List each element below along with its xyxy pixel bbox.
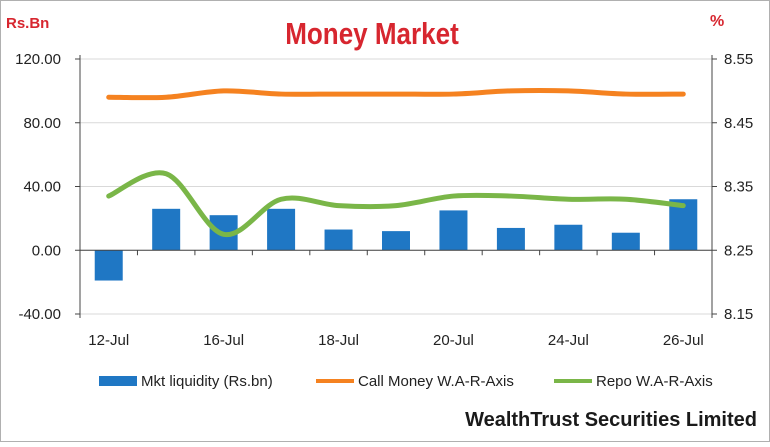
legend-swatch-liquidity xyxy=(99,376,137,386)
bar-mkt-liquidity xyxy=(94,250,123,281)
left-tick-label: 120.00 xyxy=(15,51,61,68)
bar-mkt-liquidity xyxy=(439,210,468,251)
bar-mkt-liquidity xyxy=(152,208,181,251)
gridlines xyxy=(80,58,712,315)
legend-label-liquidity: Mkt liquidity (Rs.bn) xyxy=(141,373,273,390)
right-axis-labels: 8.55 8.45 8.35 8.25 8.15 xyxy=(724,51,753,323)
left-tick-label: 40.00 xyxy=(23,179,61,196)
bar-mkt-liquidity xyxy=(496,227,525,251)
bar-series xyxy=(94,199,698,281)
x-tick-label: 16-Jul xyxy=(203,332,244,349)
x-tick-label: 26-Jul xyxy=(663,332,704,349)
legend-label-repo: Repo W.A-R-Axis xyxy=(596,373,713,390)
line-call-money xyxy=(106,87,686,101)
right-tick-label: 8.25 xyxy=(724,242,753,259)
left-tick-label: 0.00 xyxy=(32,242,61,259)
footer-credit: WealthTrust Securities Limited xyxy=(465,409,757,431)
right-axis-unit: % xyxy=(710,13,724,30)
x-tick-label: 18-Jul xyxy=(318,332,359,349)
tick-marks xyxy=(75,58,717,315)
chart-title: Money Market xyxy=(285,17,459,52)
left-tick-label: -40.00 xyxy=(18,306,61,323)
line-repo xyxy=(106,170,686,237)
bar-mkt-liquidity xyxy=(382,231,410,251)
bar-mkt-liquidity xyxy=(324,229,353,251)
x-axis-labels: 12-Jul 16-Jul 18-Jul 20-Jul 24-Jul 26-Jul xyxy=(88,332,703,349)
legend: Mkt liquidity (Rs.bn) Call Money W.A-R-A… xyxy=(99,373,713,390)
bar-mkt-liquidity xyxy=(554,224,583,251)
right-tick-label: 8.15 xyxy=(724,306,753,323)
legend-label-call-money: Call Money W.A-R-Axis xyxy=(358,373,514,390)
right-tick-label: 8.45 xyxy=(724,115,753,132)
x-tick-label: 24-Jul xyxy=(548,332,589,349)
bar-mkt-liquidity xyxy=(611,232,640,251)
right-tick-label: 8.35 xyxy=(724,179,753,196)
bar-mkt-liquidity xyxy=(267,208,296,251)
left-axis-labels: 120.00 80.00 40.00 0.00 -40.00 xyxy=(15,51,61,323)
line-series xyxy=(106,87,686,237)
left-tick-label: 80.00 xyxy=(23,115,61,132)
x-tick-label: 12-Jul xyxy=(88,332,129,349)
x-tick-label: 20-Jul xyxy=(433,332,474,349)
right-tick-label: 8.55 xyxy=(724,51,753,68)
left-axis-unit: Rs.Bn xyxy=(6,15,49,32)
